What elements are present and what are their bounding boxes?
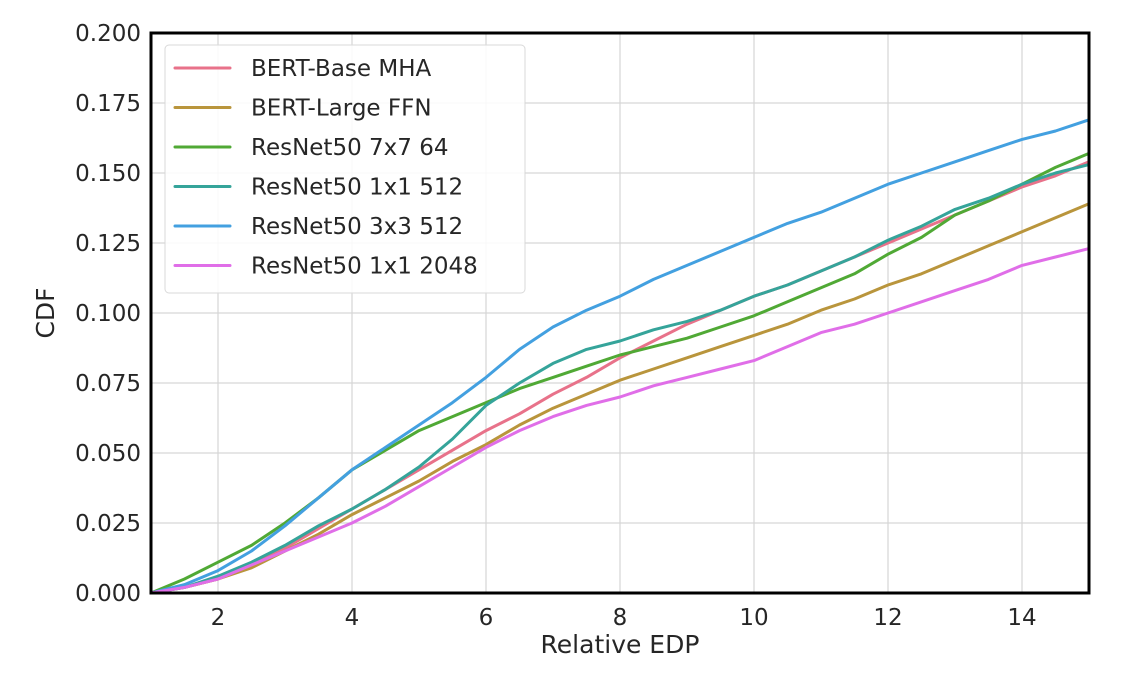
series-line-5 [149,247,1091,595]
y-tick-label: 0.150 [75,161,141,187]
y-tick-label: 0.075 [75,371,141,397]
legend-label: ResNet50 3x3 512 [251,214,463,240]
y-axis-label: CDF [31,287,60,338]
series-line-1 [149,202,1091,595]
y-tick-label: 0.200 [75,21,141,47]
series-line-3 [149,163,1091,595]
y-tick-label: 0.100 [75,301,141,327]
x-axis-label: Relative EDP [541,630,700,659]
y-tick-label: 0.025 [75,511,141,537]
plot-frame [149,31,1091,595]
legend-label: BERT-Large FFN [251,96,432,122]
series-line-4 [149,118,1091,595]
legend-label: ResNet50 1x1 2048 [251,254,478,280]
x-tick-label: 8 [613,605,628,631]
y-tick-label: 0.050 [75,441,141,467]
x-tick-label: 6 [479,605,494,631]
legend-box [164,44,526,294]
x-tick-label: 10 [739,605,768,631]
series-line-0 [149,160,1091,595]
x-tick-label: 12 [873,605,902,631]
y-tick-label: 0.175 [75,91,141,117]
x-tick-label: 4 [345,605,360,631]
y-tick-label: 0.125 [75,231,141,257]
x-tick-labels: 2 4 6 8 10 12 14 [211,605,1037,631]
legend-label: ResNet50 1x1 512 [251,175,463,201]
x-tick-label: 2 [211,605,226,631]
series-lines [149,118,1091,595]
legend-label: ResNet50 7x7 64 [251,135,449,161]
y-tick-label: 0.000 [75,581,141,607]
x-tick-label: 14 [1007,605,1036,631]
y-tick-labels: 0.000 0.025 0.050 0.075 0.100 0.125 0.150 0.175… [75,21,141,607]
legend-label: BERT-Base MHA [251,56,431,82]
legend: BERT-Base MHA BERT-Large FFN ResNet50 7x7 … [164,44,526,294]
